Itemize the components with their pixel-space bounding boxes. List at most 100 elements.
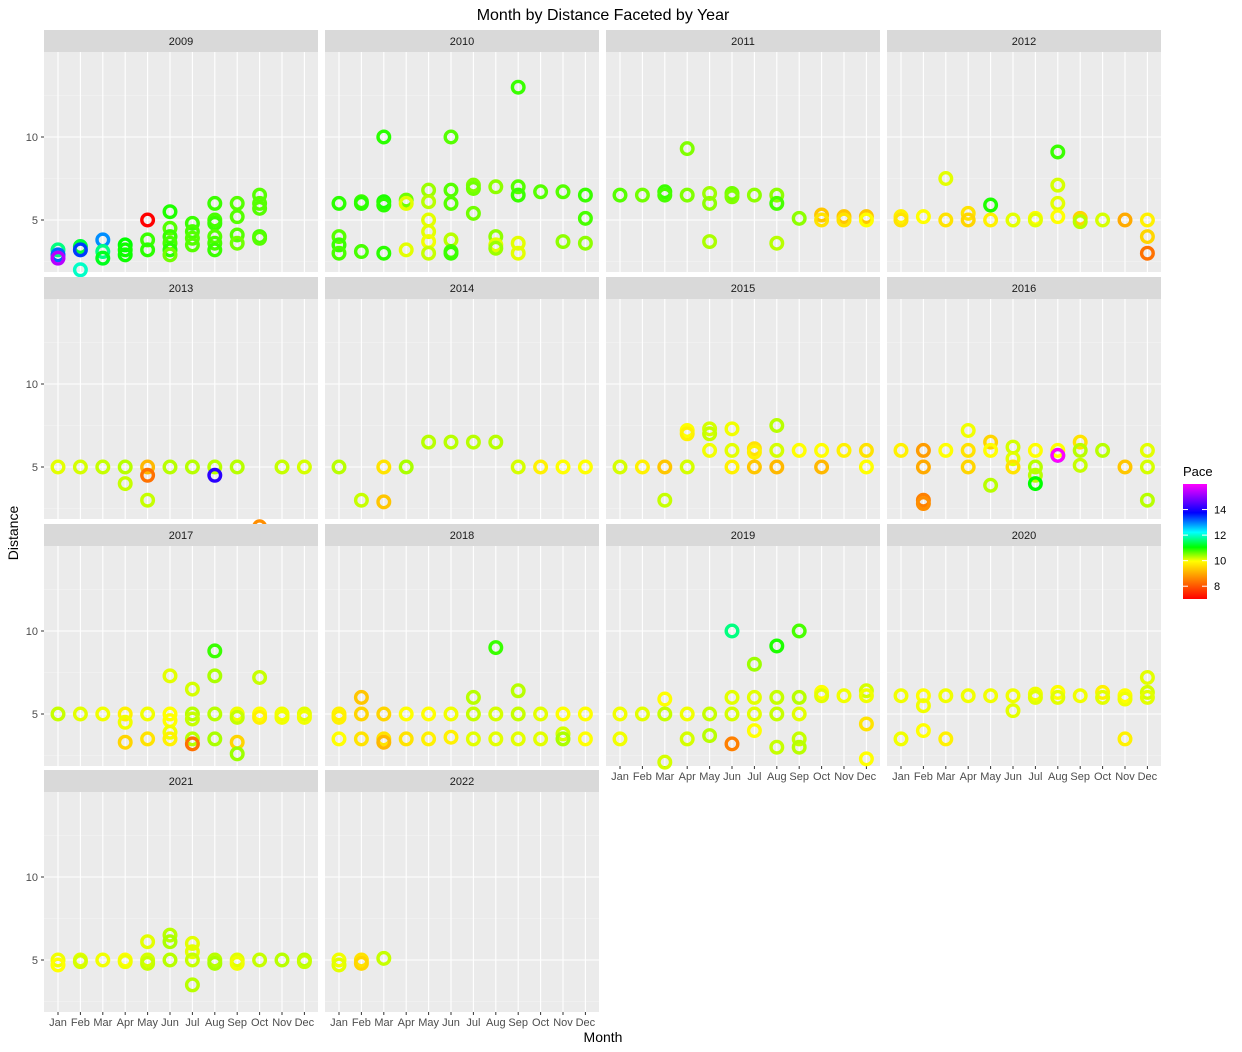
facets: 2009 5 10 2010 2011 2012 2013 5 10 2014 2015 2016 20… (26, 30, 1161, 1029)
data-point (421, 434, 437, 450)
data-point (376, 734, 392, 750)
facet-strip-label: 2019 (731, 530, 755, 542)
facet-strip-label: 2022 (450, 776, 474, 788)
x-tick-label: Jun (161, 1017, 179, 1029)
data-point (1117, 212, 1133, 228)
x-tick-label: Jan (330, 1017, 348, 1029)
data-point (229, 235, 245, 251)
data-point (140, 459, 156, 475)
data-point (488, 706, 504, 722)
data-point (1095, 684, 1111, 700)
data-point (960, 205, 976, 221)
data-point (207, 235, 223, 251)
data-point (488, 240, 504, 256)
data-point (1072, 214, 1088, 230)
data-point (893, 442, 909, 458)
data-point (465, 434, 481, 450)
data-point (162, 247, 178, 263)
data-point (376, 950, 392, 966)
data-point (252, 195, 268, 211)
x-tick-label: Feb (71, 1017, 90, 1029)
x-tick-label: Nov (272, 1017, 292, 1029)
data-point (162, 242, 178, 258)
data-point (746, 723, 762, 739)
data-point (331, 229, 347, 245)
data-point (960, 212, 976, 228)
facet-strip (325, 30, 599, 52)
data-point (353, 689, 369, 705)
data-point (769, 706, 785, 722)
data-point (140, 706, 156, 722)
data-point (510, 731, 526, 747)
data-point (724, 623, 740, 639)
data-point (50, 459, 66, 475)
legend-colorbar (1183, 484, 1207, 599)
data-point (1095, 442, 1111, 458)
data-point (938, 212, 954, 228)
legend-tick-label: 8 (1214, 581, 1220, 593)
data-point (577, 706, 593, 722)
data-point (184, 711, 200, 727)
data-point (229, 209, 245, 225)
data-point (465, 731, 481, 747)
data-point (184, 681, 200, 697)
data-point (983, 212, 999, 228)
data-point (398, 459, 414, 475)
data-point (983, 197, 999, 213)
data-point (488, 179, 504, 195)
data-point (296, 954, 312, 970)
facet-strip (606, 524, 880, 546)
data-point (702, 421, 718, 437)
facet-strip (887, 277, 1161, 299)
data-point (162, 952, 178, 968)
data-point (184, 944, 200, 960)
data-point (555, 459, 571, 475)
x-tick-label: Feb (352, 1017, 371, 1029)
legend-tick-label: 12 (1214, 530, 1226, 542)
facet-strip-label: 2020 (1012, 530, 1036, 542)
data-point (72, 242, 88, 258)
data-point (657, 459, 673, 475)
data-point (184, 215, 200, 231)
x-tick-label: May (699, 771, 720, 783)
data-point (117, 476, 133, 492)
data-point (184, 935, 200, 951)
data-point (207, 242, 223, 258)
data-point (376, 129, 392, 145)
data-point (555, 726, 571, 742)
data-point (634, 187, 650, 203)
data-point (1050, 177, 1066, 193)
facet-2018: 2018 (325, 524, 599, 766)
data-point (95, 706, 111, 722)
data-point (724, 189, 740, 205)
data-point (893, 731, 909, 747)
data-point (1027, 476, 1043, 492)
data-point (746, 187, 762, 203)
x-tick-label: Feb (633, 771, 652, 783)
data-point (331, 459, 347, 475)
x-tick-label: Dec (295, 1017, 315, 1029)
data-point (376, 245, 392, 261)
x-tick-label: Nov (1115, 771, 1135, 783)
panel-background (606, 546, 880, 766)
data-point (938, 170, 954, 186)
legend-title: Pace (1183, 464, 1213, 479)
facet-2012: 2012 (887, 30, 1161, 272)
data-point (1050, 209, 1066, 225)
data-point (465, 180, 481, 196)
data-point (421, 194, 437, 210)
data-point (612, 459, 628, 475)
data-point (724, 421, 740, 437)
x-tick-label: Mar (936, 771, 955, 783)
x-tick-label: Nov (834, 771, 854, 783)
data-point (533, 706, 549, 722)
data-point (1139, 229, 1155, 245)
data-point (162, 724, 178, 740)
data-point (577, 731, 593, 747)
data-point (702, 234, 718, 250)
data-point (938, 442, 954, 458)
facet-2013: 2013 5 10 (26, 277, 318, 535)
data-point (1005, 459, 1021, 475)
data-point (184, 731, 200, 747)
legend-tick-label: 10 (1214, 556, 1226, 568)
